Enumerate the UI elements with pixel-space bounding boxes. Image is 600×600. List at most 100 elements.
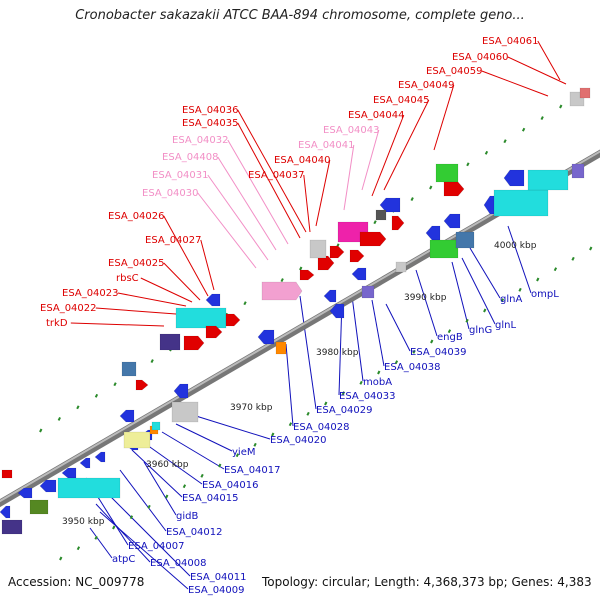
- label-leader: [433, 84, 455, 151]
- gene-label-forward: ESA_04032: [172, 135, 229, 146]
- gene-label-reverse: glnA: [500, 294, 522, 305]
- gene-label-forward: ESA_04045: [373, 95, 430, 106]
- gene-feature: [429, 239, 459, 259]
- label-leader: [371, 299, 385, 367]
- gene-label-forward: ESA_04408: [162, 152, 219, 163]
- gene-label-reverse: ESA_04008: [150, 558, 207, 569]
- gene-feature: [39, 479, 57, 493]
- label-leader: [537, 40, 561, 81]
- scale-tick: [76, 546, 81, 551]
- scale-label: 3950 kbp: [62, 517, 105, 527]
- scale-tick: [59, 556, 63, 561]
- gene-label-reverse: atpC: [112, 554, 135, 565]
- gene-feature: [579, 87, 591, 99]
- scale-label: 3990 kbp: [404, 293, 447, 303]
- scale-tick: [39, 428, 43, 433]
- gene-label-reverse: ESA_04016: [202, 480, 259, 491]
- gene-feature: [173, 383, 189, 399]
- gene-feature: [395, 261, 407, 273]
- gene-feature: [455, 231, 475, 249]
- gene-label-forward: ESA_04060: [452, 52, 509, 63]
- scale-label: 3980 kbp: [316, 348, 359, 358]
- gene-feature: [391, 215, 405, 231]
- gene-label-forward: ESA_04022: [40, 303, 97, 314]
- label-leader: [143, 461, 177, 516]
- label-leader: [507, 56, 567, 85]
- gene-label-forward: ESA_04059: [426, 66, 483, 77]
- scale-label: 3960 kbp: [146, 460, 189, 470]
- label-leader: [163, 262, 201, 301]
- label-leader: [343, 144, 355, 211]
- gene-feature: [443, 213, 461, 229]
- gene-label-reverse: ESA_04009: [188, 585, 245, 596]
- label-leader: [175, 423, 233, 452]
- label-leader: [361, 129, 380, 191]
- gene-label-forward: ESA_04030: [142, 188, 199, 199]
- gene-feature: [17, 487, 33, 499]
- gene-feature: [261, 281, 303, 301]
- summary-text: Topology: circular; Length: 4,368,373 bp…: [262, 575, 592, 589]
- gene-label-reverse: ESA_04029: [316, 405, 373, 416]
- gene-label-forward: ESA_04041: [298, 140, 355, 151]
- scale-tick: [410, 197, 414, 202]
- gene-label-reverse: ESA_04028: [293, 422, 350, 433]
- scale-tick: [235, 453, 240, 458]
- label-leader: [285, 343, 294, 427]
- gene-feature: [317, 255, 335, 271]
- gene-label-reverse: ESA_04017: [224, 465, 281, 476]
- gene-label-reverse: ESA_04012: [166, 527, 223, 538]
- gene-label-forward: ESA_04049: [398, 80, 455, 91]
- gene-features: [0, 87, 591, 535]
- label-leader: [385, 303, 411, 352]
- scale-tick: [430, 339, 434, 344]
- gene-feature: [151, 421, 161, 431]
- gene-label-reverse: ompL: [531, 289, 559, 300]
- gene-feature: [183, 335, 205, 351]
- gene-label-forward: ESA_04025: [108, 258, 165, 269]
- scale-tick: [182, 484, 187, 489]
- scale-tick: [373, 220, 377, 225]
- gene-feature: [361, 285, 375, 299]
- gene-feature: [425, 225, 441, 241]
- scale-tick: [57, 416, 61, 421]
- gene-feature: [351, 267, 367, 281]
- label-leader: [200, 239, 215, 291]
- gene-feature: [1, 519, 23, 535]
- gene-feature: [329, 245, 345, 259]
- label-leader: [139, 439, 203, 485]
- scale-tick: [253, 442, 257, 447]
- scale-label: 4000 kbp: [494, 241, 537, 251]
- gene-label-forward: rbsC: [116, 273, 139, 284]
- gene-feature: [359, 231, 387, 247]
- label-leader: [507, 225, 532, 294]
- scale-tick: [394, 360, 399, 365]
- scale-tick: [540, 116, 544, 121]
- scale-tick: [306, 411, 310, 416]
- gene-feature: [225, 313, 241, 327]
- gene-feature: [1, 469, 13, 479]
- gene-feature: [205, 325, 223, 339]
- label-leader: [315, 159, 331, 227]
- gene-label-reverse: glnL: [495, 320, 516, 331]
- gene-feature: [119, 409, 135, 423]
- label-leader: [383, 99, 430, 191]
- gene-feature: [121, 361, 137, 377]
- label-leader: [117, 292, 187, 307]
- scale-tick: [536, 277, 540, 282]
- gene-label-forward: ESA_04023: [62, 288, 119, 299]
- scale-tick: [129, 515, 134, 520]
- gene-feature: [171, 401, 199, 423]
- scale-tick: [500, 298, 505, 303]
- gene-feature: [257, 329, 275, 345]
- gene-feature: [349, 249, 365, 263]
- gene-label-reverse: gidB: [176, 511, 198, 522]
- gene-feature: [135, 379, 149, 391]
- scale-tick: [147, 504, 151, 509]
- label-leader: [95, 503, 151, 563]
- scale-tick: [553, 267, 558, 272]
- gene-label-reverse: mobA: [363, 377, 392, 388]
- gene-label-forward: ESA_04043: [323, 125, 380, 136]
- gene-feature: [123, 431, 151, 449]
